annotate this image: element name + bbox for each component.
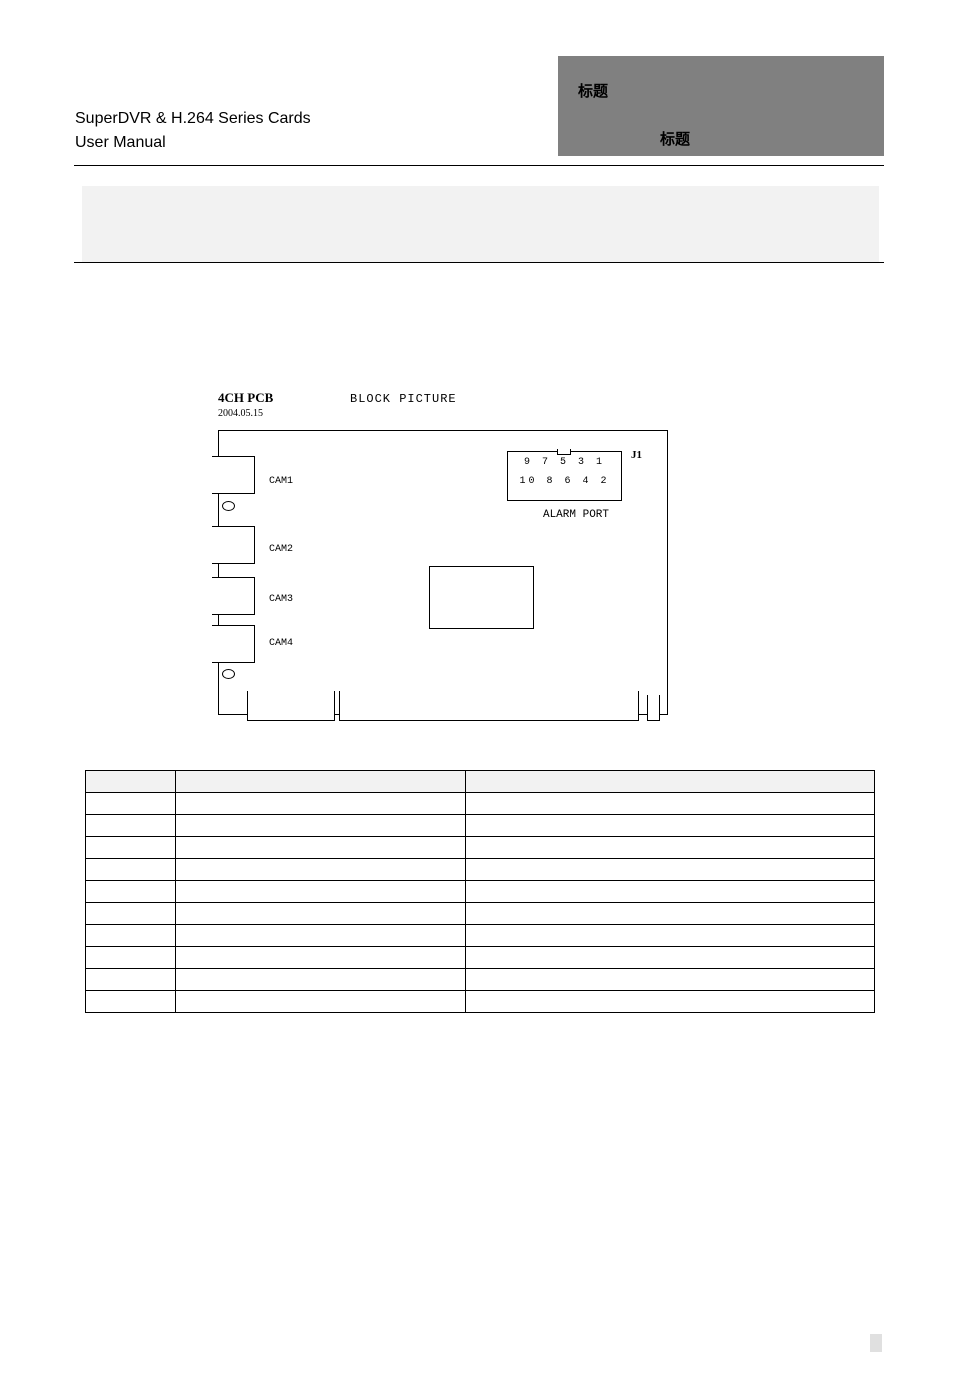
chip-box	[429, 566, 534, 629]
table-cell	[86, 815, 176, 837]
table-cell	[466, 969, 875, 991]
pcb-date: 2004.05.15	[218, 408, 263, 419]
alarm-port-label: ALARM PORT	[543, 509, 609, 521]
cam3-port	[212, 577, 255, 615]
table-cell	[466, 925, 875, 947]
cam3-label: CAM3	[269, 594, 293, 605]
table-row	[86, 969, 875, 991]
header-left-section: SuperDVR & H.264 Series Cards User Manua…	[75, 110, 311, 152]
table-row	[86, 837, 875, 859]
table-cell	[86, 947, 176, 969]
connector-tab	[247, 691, 335, 721]
table-cell	[176, 815, 466, 837]
table-cell	[176, 991, 466, 1013]
document-subtitle: User Manual	[75, 134, 311, 152]
table-cell	[466, 793, 875, 815]
table-cell	[86, 859, 176, 881]
header-chinese-label-1: 标题	[578, 80, 608, 101]
connector-tab	[647, 695, 660, 721]
header-underline	[74, 165, 884, 166]
table-cell	[86, 991, 176, 1013]
header-chinese-label-2: 标题	[660, 128, 690, 149]
page-number-box	[870, 1334, 882, 1352]
table-cell	[176, 837, 466, 859]
table-header-cell	[176, 771, 466, 793]
table-cell	[86, 881, 176, 903]
table-cell	[176, 925, 466, 947]
table-cell	[176, 793, 466, 815]
pcb-board-diagram: CAM1 CAM2 CAM3 CAM4 9 7 5 3 1 10 8 6 4 2…	[218, 430, 668, 715]
table-cell	[466, 903, 875, 925]
table-cell	[176, 859, 466, 881]
callout-box	[82, 186, 879, 263]
table-row	[86, 859, 875, 881]
table-cell	[466, 947, 875, 969]
table-cell	[176, 947, 466, 969]
connector-tab	[339, 691, 639, 721]
table-cell	[86, 793, 176, 815]
table-cell	[466, 881, 875, 903]
table-row	[86, 815, 875, 837]
cam4-label: CAM4	[269, 638, 293, 649]
table-cell	[466, 815, 875, 837]
table-cell	[466, 859, 875, 881]
cam1-label: CAM1	[269, 476, 293, 487]
table-cell	[176, 969, 466, 991]
block-picture-label: BLOCK PICTURE	[350, 392, 457, 406]
table-header-row	[86, 771, 875, 793]
mounting-hole-icon	[222, 501, 235, 511]
table-cell	[86, 837, 176, 859]
table-header-cell	[86, 771, 176, 793]
table-row	[86, 881, 875, 903]
cam2-port	[212, 526, 255, 564]
table-cell	[466, 837, 875, 859]
cam2-label: CAM2	[269, 544, 293, 555]
j1-label: J1	[631, 449, 642, 461]
table-cell	[176, 903, 466, 925]
document-title: SuperDVR & H.264 Series Cards	[75, 110, 311, 128]
table-row	[86, 925, 875, 947]
cam4-port	[212, 625, 255, 663]
header-grey-box	[558, 56, 884, 156]
mounting-hole-icon	[222, 669, 235, 679]
table-cell	[176, 881, 466, 903]
cam1-port	[212, 456, 255, 494]
table-row	[86, 991, 875, 1013]
pin-definition-table	[85, 770, 875, 1013]
pcb-title: 4CH PCB	[218, 390, 273, 406]
table-header-cell	[466, 771, 875, 793]
callout-underline	[74, 262, 884, 263]
table-row	[86, 793, 875, 815]
alarm-notch-icon	[557, 449, 571, 455]
table-cell	[86, 903, 176, 925]
table-cell	[86, 925, 176, 947]
table-row	[86, 947, 875, 969]
table-row	[86, 903, 875, 925]
alarm-pins-row2: 10 8 6 4 2	[508, 471, 621, 490]
table-cell	[86, 969, 176, 991]
alarm-port-connector: 9 7 5 3 1 10 8 6 4 2	[507, 451, 622, 501]
table-cell	[466, 991, 875, 1013]
